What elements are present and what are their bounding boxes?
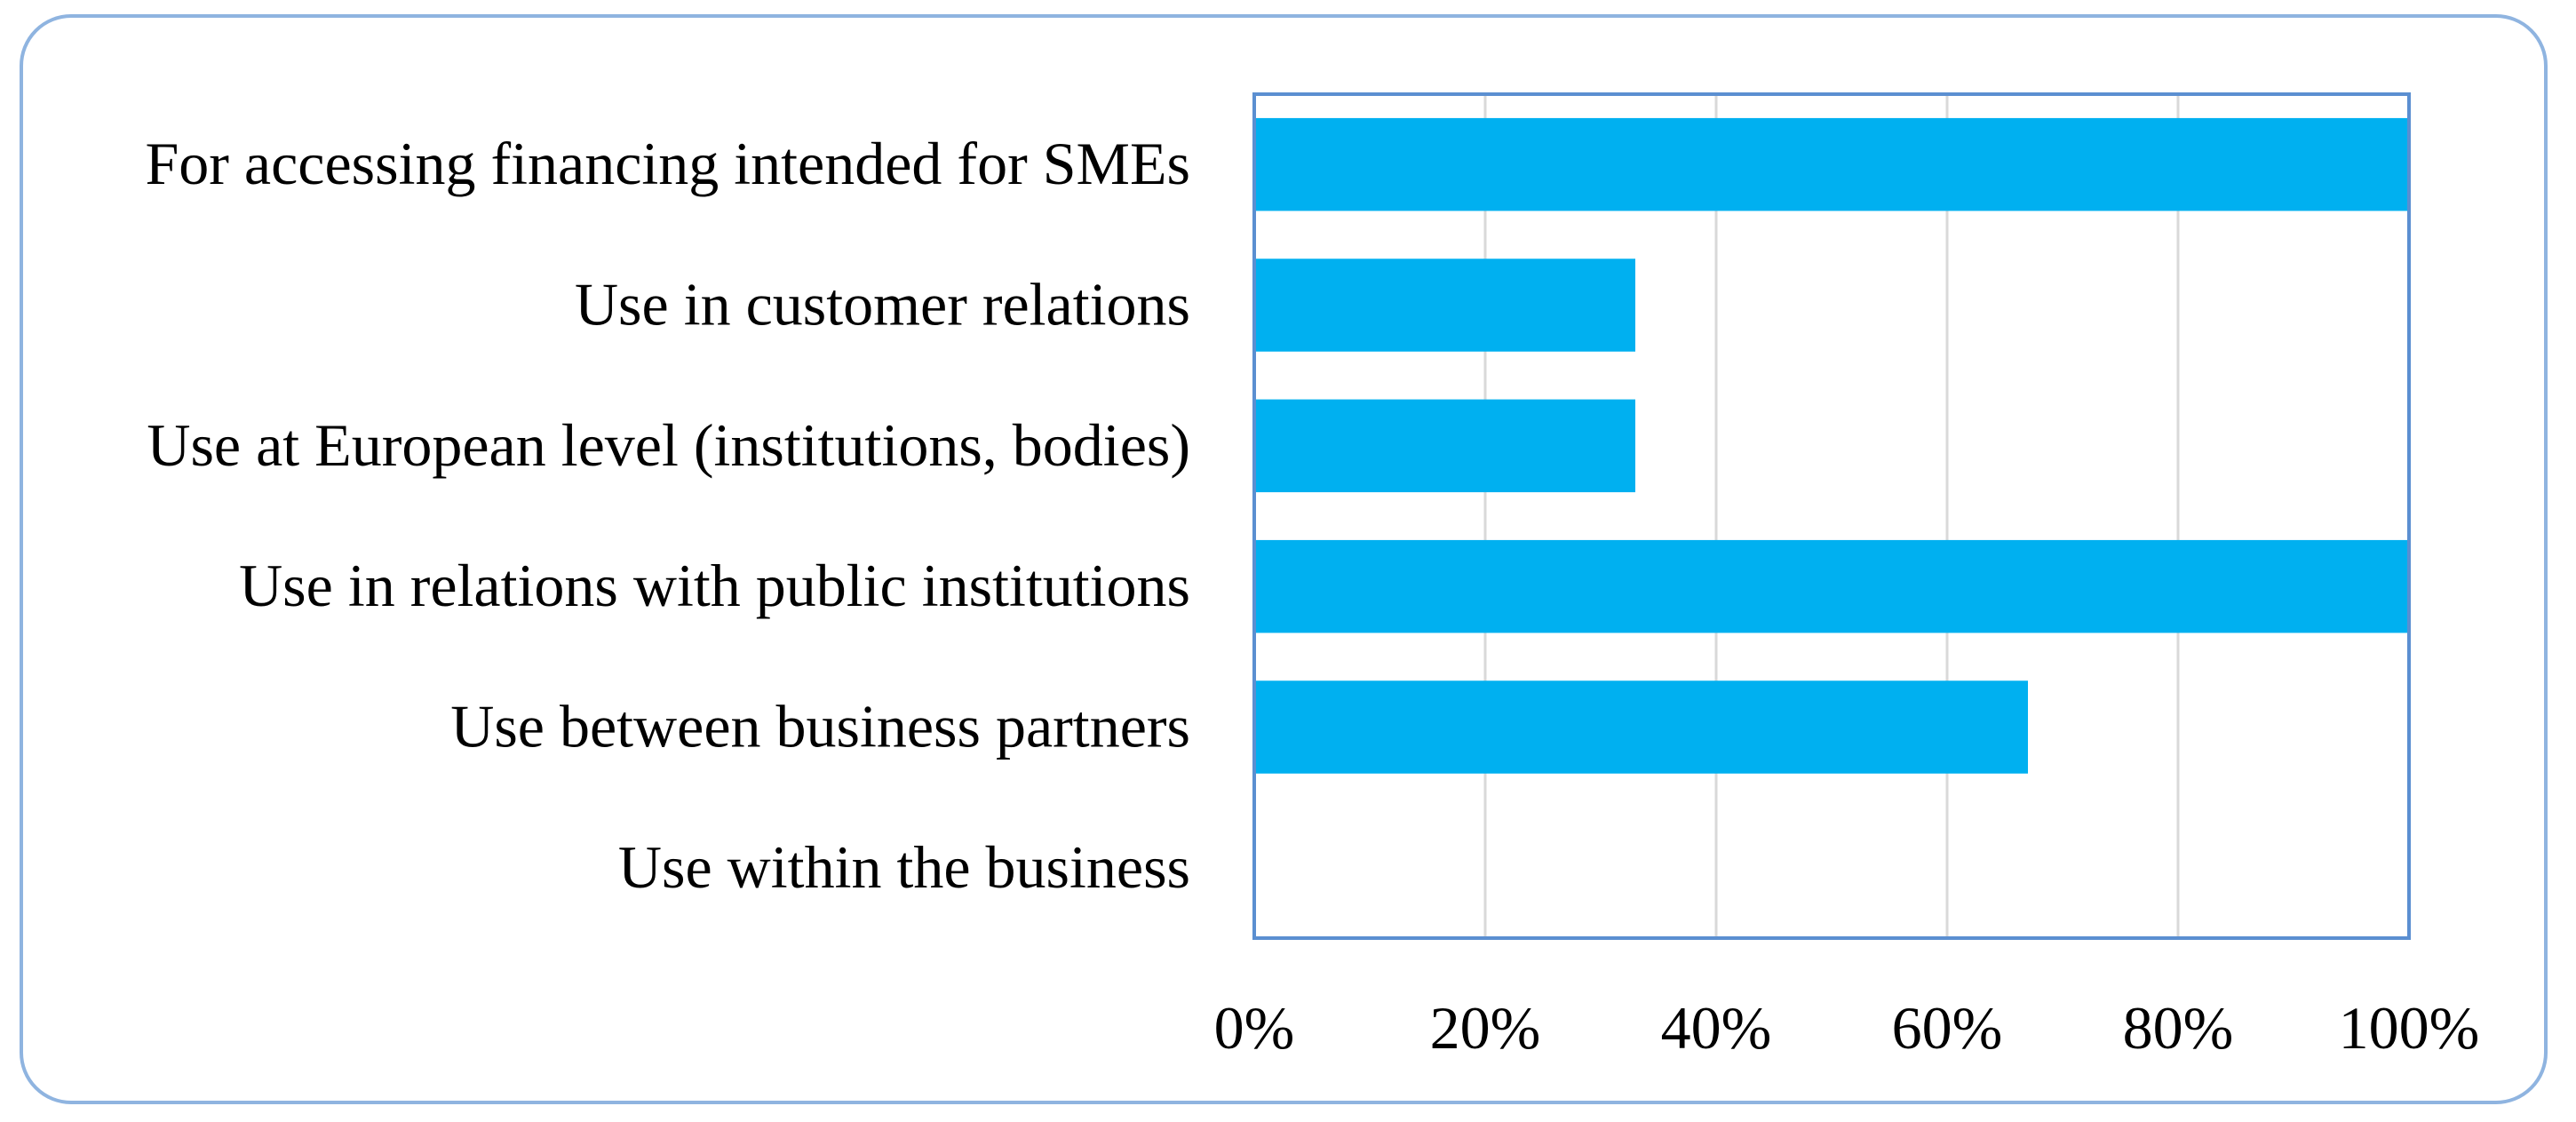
- bar: [1254, 680, 2028, 774]
- bar: [1254, 117, 2409, 211]
- category-label: Use within the business: [618, 833, 1190, 901]
- bar: [1254, 539, 2409, 633]
- x-tick-labels: 0% 20% 40% 60% 80% 100%: [1214, 994, 2480, 1062]
- gridlines: [1483, 94, 2180, 938]
- x-tick-label: 20%: [1430, 994, 1541, 1062]
- x-tick-label: 60%: [1892, 994, 2003, 1062]
- category-label: Use at European level (institutions, bod…: [147, 411, 1190, 479]
- category-label: For accessing financing intended for SME…: [145, 130, 1190, 197]
- category-label: Use in relations with public institution…: [239, 552, 1190, 619]
- x-tick-label: 100%: [2339, 994, 2480, 1062]
- x-tick-label: 0%: [1214, 994, 1295, 1062]
- bars: [1254, 117, 2409, 774]
- bar: [1254, 399, 1635, 493]
- category-labels: For accessing financing intended for SME…: [145, 130, 1190, 901]
- x-tick-label: 40%: [1661, 994, 1772, 1062]
- bar: [1254, 259, 1635, 352]
- plot-area-border: [1252, 92, 2411, 940]
- x-tick-label: 80%: [2123, 994, 2234, 1062]
- category-label: Use in customer relations: [575, 271, 1190, 338]
- category-label: Use between business partners: [450, 693, 1190, 760]
